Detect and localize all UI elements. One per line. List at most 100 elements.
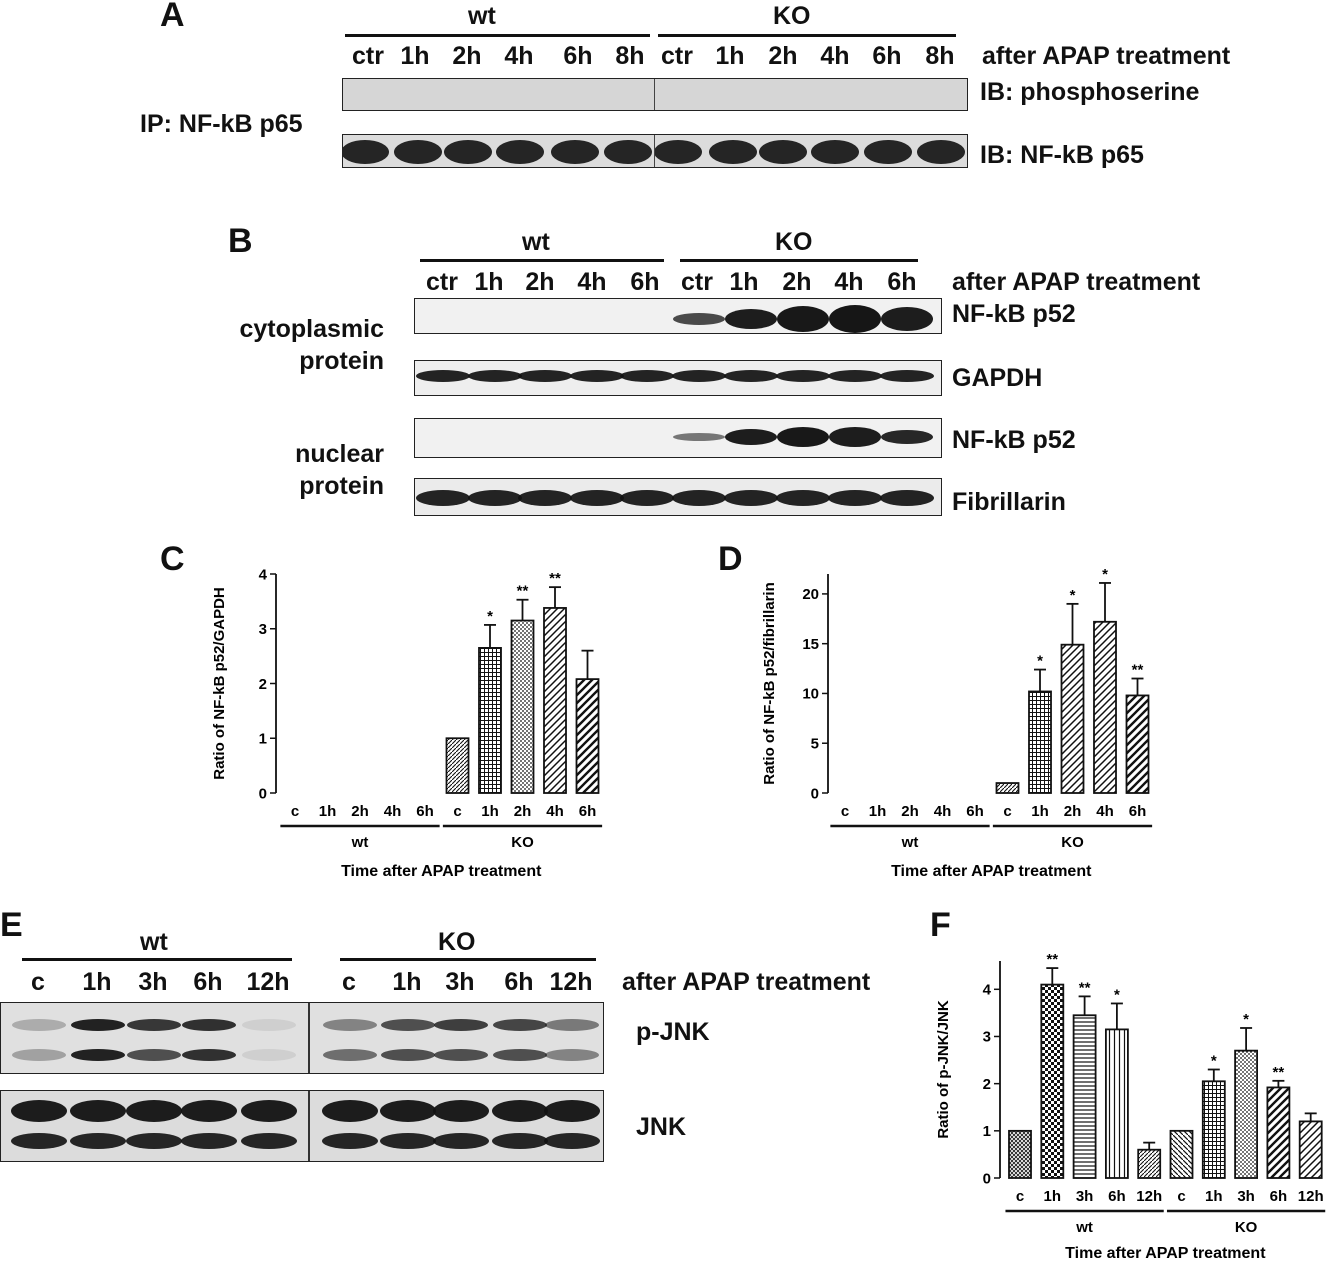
lane-label-a-6: ctr [661,42,693,70]
blot-band [181,1100,237,1122]
bar [1028,690,1052,794]
blot-band [343,140,389,164]
blot-band [181,1133,237,1149]
bar [1093,620,1117,794]
blot-gapdh [414,360,942,396]
blot-band [654,140,702,164]
group-bracket-wt-a [345,34,650,37]
fraction-label-nuclear-line1: nuclear [295,440,384,468]
category-label: c [1016,1188,1024,1205]
bar [543,607,567,794]
blot-band [829,305,881,333]
blot-band [828,490,882,506]
group-label: KO [511,834,534,851]
category-label: 3h [1076,1188,1094,1205]
bar [510,619,535,794]
blot-band [241,1100,297,1122]
group-label: wt [1075,1219,1093,1236]
significance-mark: ** [1132,662,1144,679]
bar [995,782,1020,794]
blot-band [182,1049,236,1061]
blot-cyto-p52 [414,298,942,334]
category-label: 2h [351,803,369,820]
blot-band [544,1100,600,1122]
category-label: c [841,803,849,820]
fraction-label-nuclear-line2: protein [299,472,384,500]
lane-label-b-9: 6h [887,268,917,296]
significance-mark: * [1037,653,1043,670]
blot-band [444,140,492,164]
group-bracket-ko-e [340,958,596,961]
blot-band [11,1133,67,1149]
blot-band [673,313,725,325]
significance-mark: ** [1079,979,1091,996]
blot-band [709,140,757,164]
fraction-label-nuclear: nuclear protein [232,438,384,502]
blot-nfkb-p65 [342,134,968,168]
lane-label-a-2: 2h [452,42,482,70]
lane-label-a-1: 1h [400,42,430,70]
chart-c: 0 1 2 3 4 Ratio of NF-kB p52/GAPDH c 1h 2h 4h 6h c *… [211,566,603,880]
blot-band [672,370,726,382]
group-label: KO [1235,1219,1258,1236]
group-bracket-wt-e [22,958,292,961]
lane-label-e-6: 1h [392,968,422,996]
lane-label-e-4: 12h [246,968,290,996]
blot-p-jnk [0,1002,604,1074]
category-label: 1h [319,803,337,820]
category-label: 6h [416,803,434,820]
lane-label-b-1: 1h [474,268,504,296]
group-label-wt-b: wt [522,228,550,256]
fraction-label-cytoplasmic: cytoplasmic protein [232,313,384,377]
blot-band [672,490,726,506]
blot-band [11,1100,67,1122]
fraction-label-cytoplasmic-line2: protein [299,347,384,375]
ip-label: IP: NF-kB p65 [140,110,303,138]
blot-band [724,370,778,382]
blot-band [493,1049,547,1061]
blot-band [70,1133,126,1149]
lane-label-a-3: 4h [504,42,534,70]
lane-label-a-0: ctr [352,42,384,70]
category-label: 4h [384,803,402,820]
blot-band [434,1019,488,1031]
blot-band [493,1019,547,1031]
category-label: 6h [1108,1188,1126,1205]
blot-band [518,490,572,506]
category-label: 1h [869,803,887,820]
bar [1104,1028,1129,1179]
category-label: 6h [966,803,984,820]
lane-label-a-5: 8h [615,42,645,70]
blot-band [545,1019,599,1031]
bar [1008,1129,1032,1179]
blot-phosphoserine [342,78,968,111]
category-label: 4h [1096,803,1114,820]
y-tick-label: 20 [802,586,819,603]
blot-band [242,1049,296,1061]
lane-label-b-3: 4h [577,268,607,296]
blot-label-jnk: JNK [636,1113,687,1141]
blot-band [182,1019,236,1031]
bar [1201,1080,1226,1179]
bar [1298,1120,1323,1179]
lane-label-a-9: 4h [820,42,850,70]
blot-divider [308,1091,310,1161]
blot-band [620,490,674,506]
bar [1060,643,1085,794]
category-label: 1h [1044,1188,1062,1205]
blot-band [468,370,522,382]
bar [1040,983,1065,1179]
bar [575,678,600,794]
blot-band [380,1100,436,1122]
lane-label-a-7: 1h [715,42,745,70]
y-tick-label: 0 [811,785,819,802]
lane-label-e-8: 6h [504,968,534,996]
category-label: 2h [901,803,919,820]
blot-band [381,1049,435,1061]
blot-band [322,1100,378,1122]
y-tick-label: 4 [983,982,992,999]
significance-mark: * [1211,1053,1217,1070]
blot-band [12,1049,66,1061]
blot-band [394,140,442,164]
